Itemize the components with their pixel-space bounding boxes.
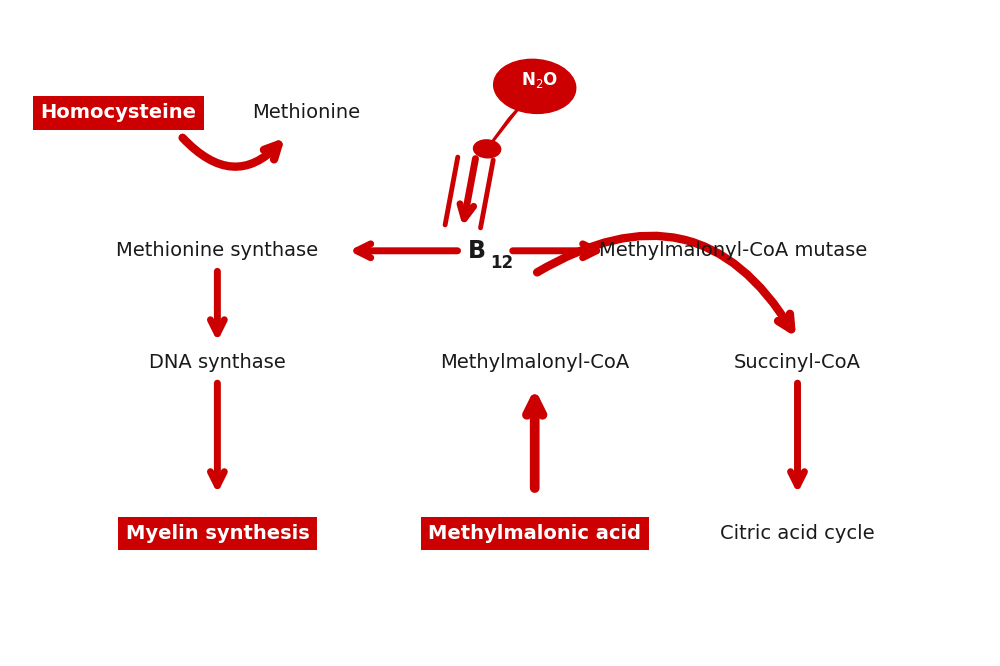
Text: DNA synthase: DNA synthase: [149, 353, 286, 372]
Text: 12: 12: [490, 254, 513, 272]
Text: Methylmalonic acid: Methylmalonic acid: [428, 524, 641, 543]
Text: Methylmalonyl-CoA: Methylmalonyl-CoA: [440, 353, 629, 372]
Text: Myelin synthesis: Myelin synthesis: [126, 524, 309, 543]
Text: Methionine synthase: Methionine synthase: [116, 241, 318, 260]
Text: N$_2$O: N$_2$O: [521, 70, 558, 90]
Polygon shape: [482, 92, 532, 155]
Ellipse shape: [494, 59, 576, 113]
Text: Homocysteine: Homocysteine: [40, 103, 196, 122]
Text: Methylmalonyl-CoA mutase: Methylmalonyl-CoA mutase: [599, 241, 867, 260]
Text: Citric acid cycle: Citric acid cycle: [720, 524, 875, 543]
Text: Succinyl-CoA: Succinyl-CoA: [734, 353, 861, 372]
Text: Methionine: Methionine: [253, 103, 361, 122]
Text: B: B: [468, 239, 486, 263]
Ellipse shape: [474, 140, 501, 158]
